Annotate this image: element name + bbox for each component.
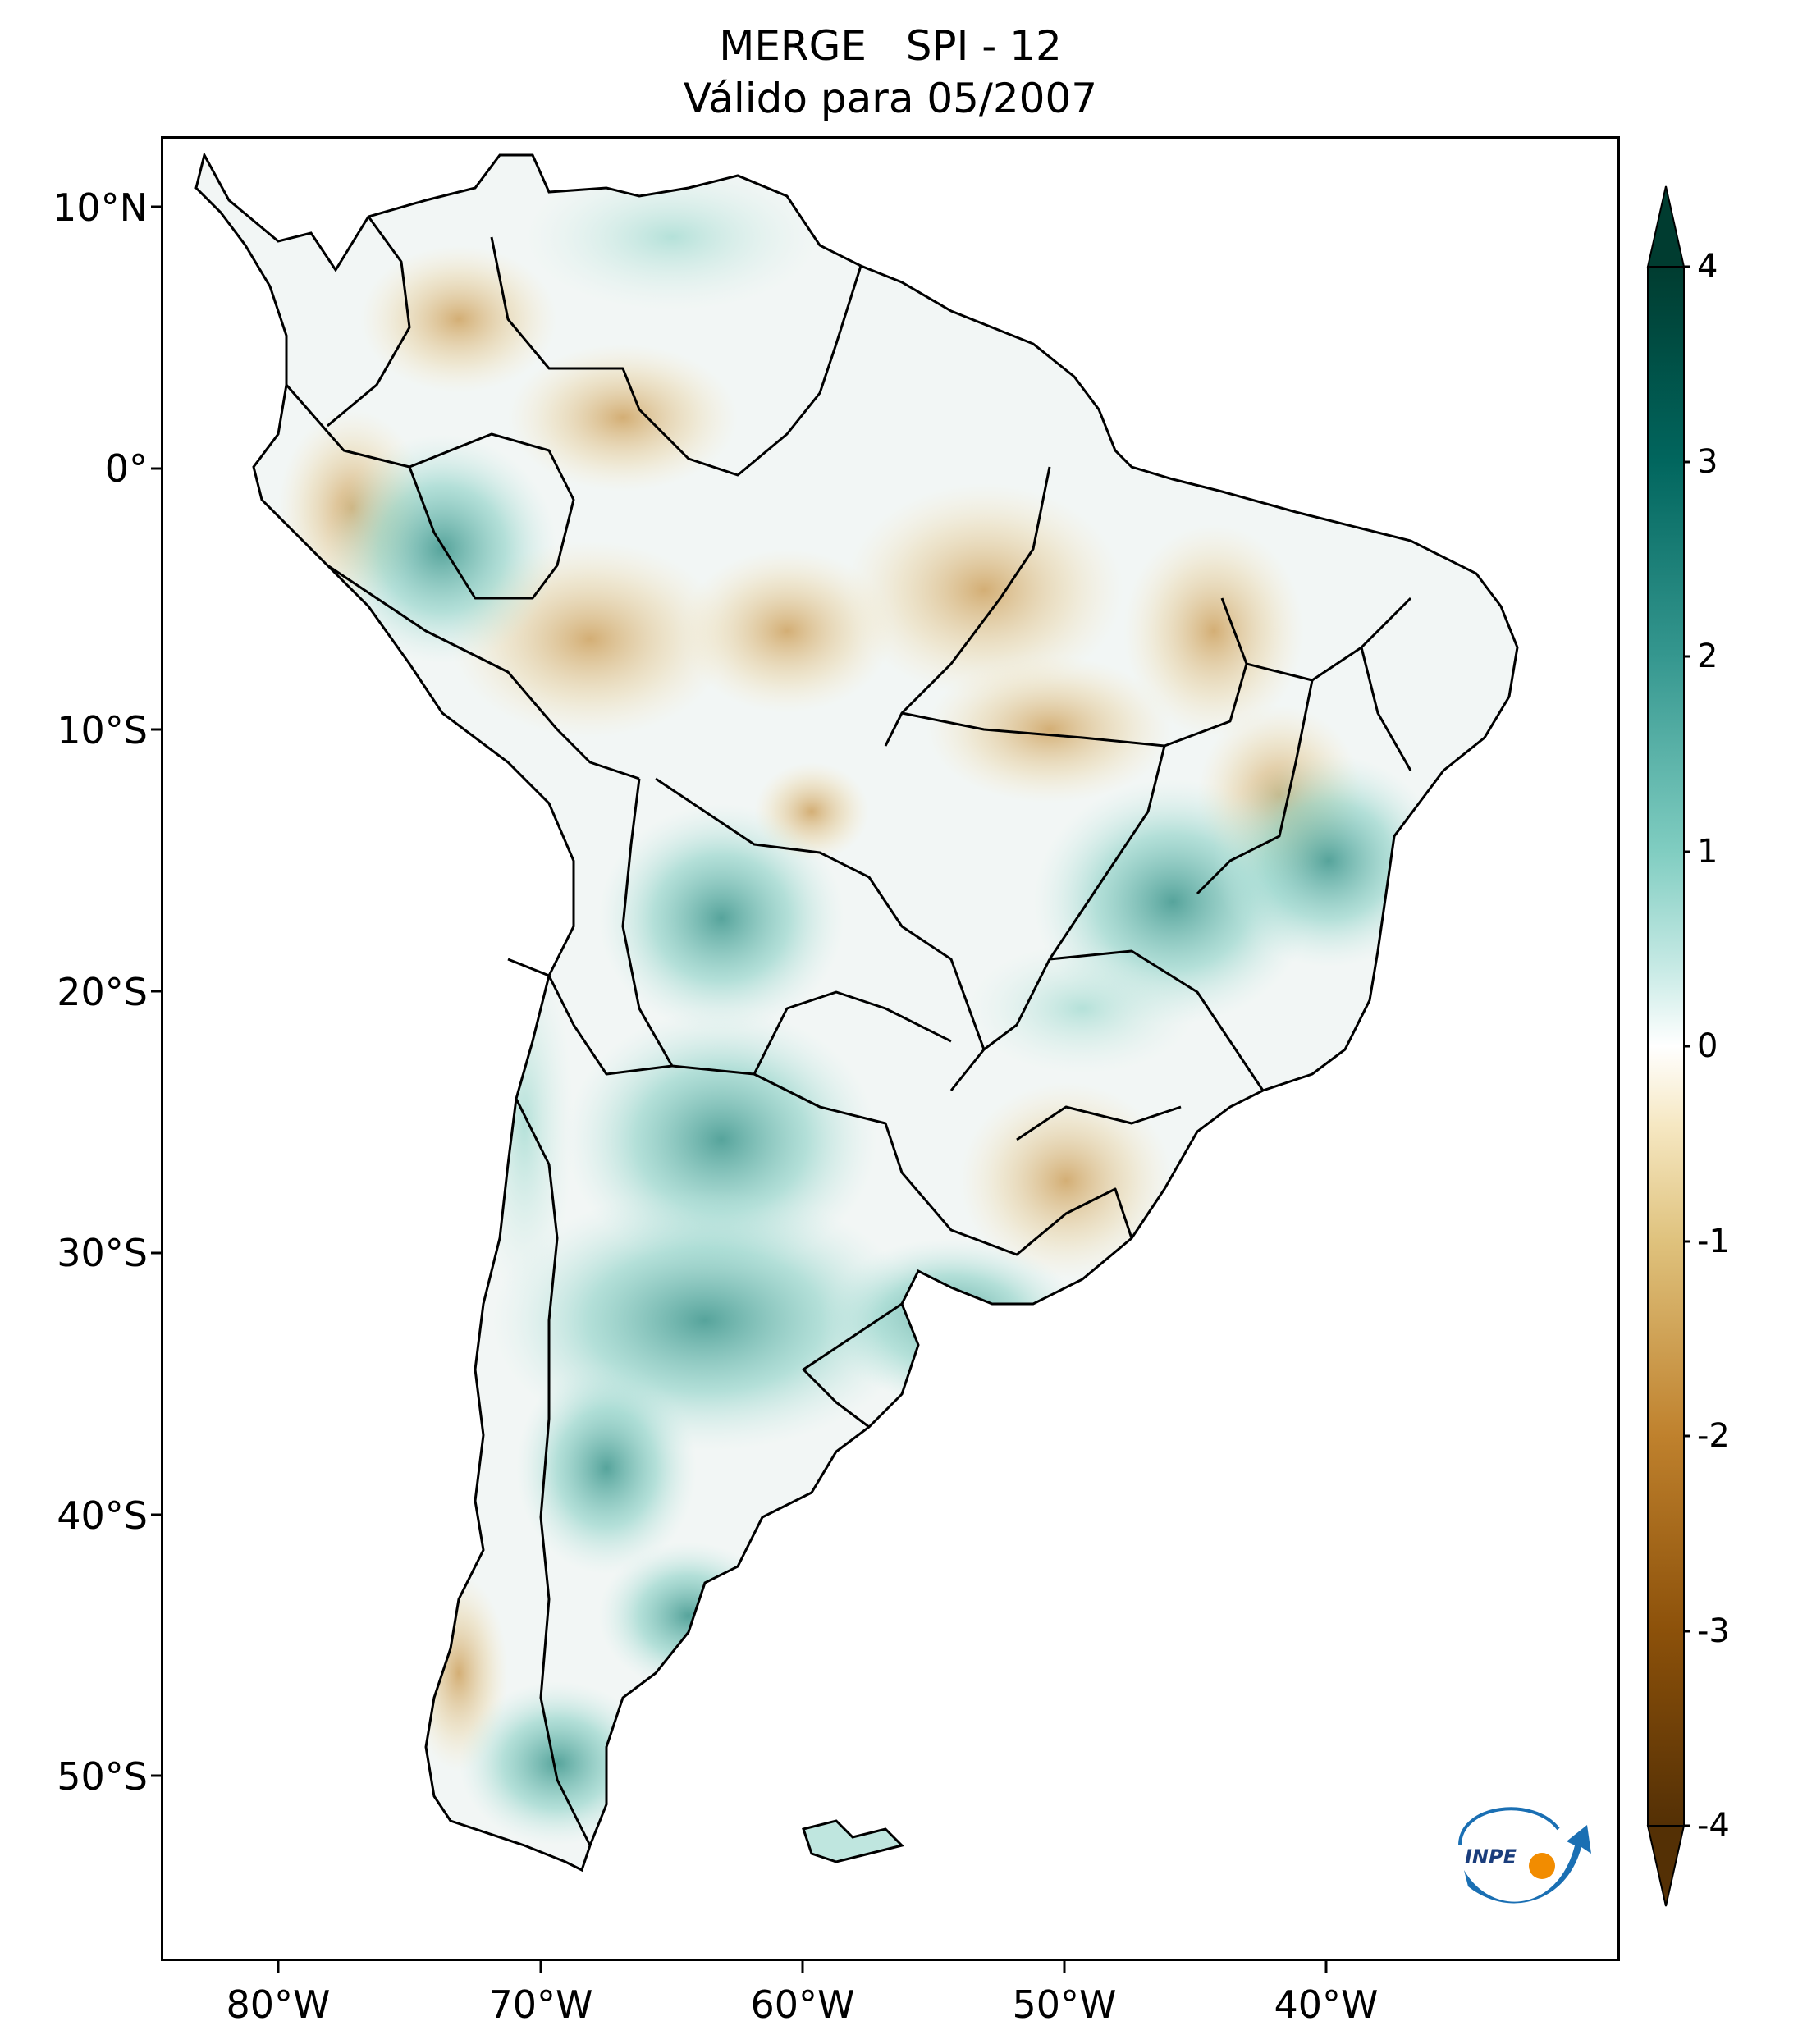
x-label-70w: 70°W [488,1982,593,2027]
colorbar-min-arrow [1646,1825,1686,1907]
spi-field [278,163,1443,1845]
x-label-80w: 80°W [226,1982,331,2027]
y-label-40s: 40°S [57,1493,148,1538]
colorbar-tick-0: 0 [1697,1027,1718,1065]
colorbar-max-arrow [1646,185,1686,268]
south-america-map: INPE [194,153,1591,1904]
logo-swoosh-icon [1464,1825,1591,1904]
land-fill [196,155,1517,1870]
map-title: MERGE SPI - 12 [719,22,1062,70]
falkland-islands [802,1819,904,1863]
map-area: INPE [161,136,1620,1961]
colorbar-tick-neg4: -4 [1697,1807,1730,1845]
colorbar-tick-1: 1 [1697,833,1718,871]
x-label-50w: 50°W [1012,1982,1117,2027]
y-label-10n: 10°N [53,185,148,230]
y-ticks [151,205,162,1777]
y-label-0: 0° [104,446,148,491]
y-label-10s: 10°S [57,708,148,752]
inpe-logo: INPE [1458,1807,1591,1904]
logo-sun-icon [1529,1853,1555,1879]
colorbar-gradient [1647,266,1685,1827]
x-ticks [277,1961,1328,1973]
y-label-50s: 50°S [57,1754,148,1799]
colorbar-tick-4: 4 [1697,248,1718,286]
colorbar-tick-3: 3 [1697,443,1718,481]
y-label-20s: 20°S [57,970,148,1014]
colorbar-tick-neg3: -3 [1697,1612,1730,1650]
x-label-40w: 40°W [1274,1982,1379,2027]
colorbar-tick-neg1: -1 [1697,1223,1730,1260]
map-subtitle: Válido para 05/2007 [683,75,1098,122]
colorbar [1646,185,1690,1907]
colorbar-tick-neg2: -2 [1697,1417,1730,1455]
logo-text: INPE [1465,1845,1517,1868]
country-borders [285,216,1412,1846]
x-label-60w: 60°W [750,1982,855,2027]
logo-orbit-icon [1458,1807,1560,1846]
y-label-30s: 30°S [57,1231,148,1275]
colorbar-tick-2: 2 [1697,638,1718,675]
